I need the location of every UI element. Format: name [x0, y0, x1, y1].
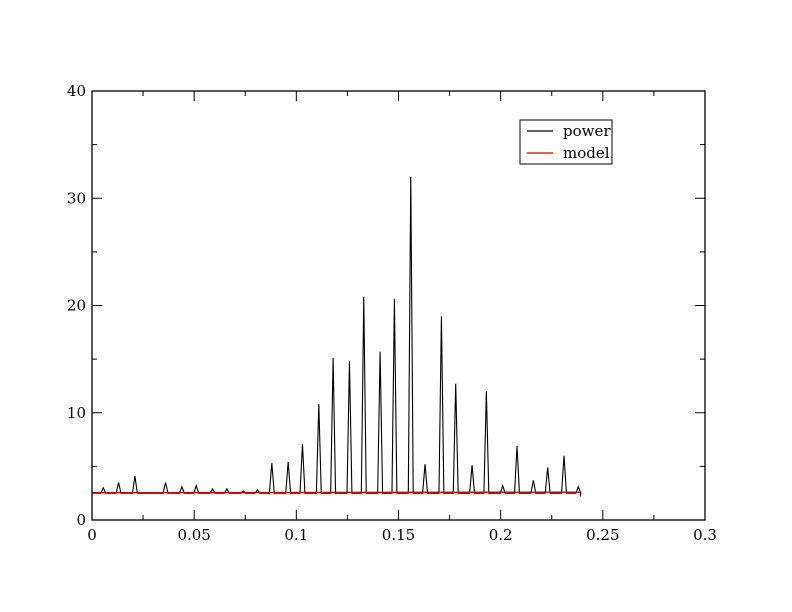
legend-box: [519, 119, 613, 165]
x-tick-label: 0.3: [693, 526, 717, 544]
x-tick-label: 0.15: [382, 526, 415, 544]
legend-label-power: power: [563, 122, 611, 140]
x-tick-label: 0.05: [177, 526, 210, 544]
plot-frame: [91, 90, 706, 521]
x-tick-label: 0: [87, 526, 97, 544]
x-tick-labels: 0 0.05 0.1 0.15 0.2 0.25 0.3: [87, 526, 717, 544]
legend-label-model: model: [563, 144, 610, 162]
x-tick-label: 0.2: [489, 526, 513, 544]
x-tick-label: 0.1: [284, 526, 308, 544]
series-model-line: [91, 491, 581, 494]
y-tick-label: 40: [67, 82, 86, 100]
y-tick-labels: 0 10 20 30 40: [67, 82, 86, 529]
y-tick-label: 10: [67, 404, 86, 422]
y-tick-label: 30: [67, 189, 86, 207]
y-tick-label: 0: [76, 511, 86, 529]
y-tick-label: 20: [67, 297, 86, 315]
x-tick-label: 0.25: [586, 526, 619, 544]
legend: power model: [519, 119, 613, 165]
data-series: [91, 176, 582, 497]
